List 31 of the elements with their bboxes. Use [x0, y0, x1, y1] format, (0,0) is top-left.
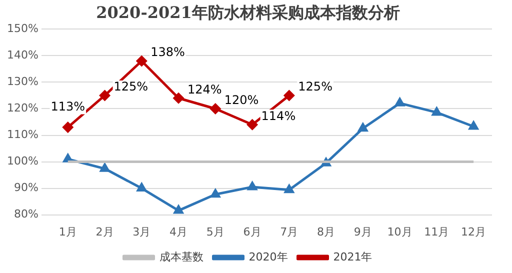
- x-tick-label: 6月: [243, 225, 262, 238]
- x-tick-label: 7月: [280, 225, 298, 238]
- legend-label: 2021年: [333, 250, 372, 264]
- y-tick-label: 110%: [6, 128, 38, 142]
- y-tick-label: 100%: [6, 154, 38, 168]
- y-tick-label: 90%: [14, 181, 38, 194]
- x-tick-label: 5月: [206, 225, 224, 238]
- y-tick-label: 130%: [6, 75, 38, 88]
- data-label: 113%: [50, 99, 86, 114]
- y-tick-label: 150%: [6, 22, 38, 36]
- x-tick-label: 2月: [96, 225, 114, 238]
- x-tick-label: 12月: [461, 225, 486, 238]
- data-label: 120%: [224, 92, 259, 107]
- legend-label: 2020年: [248, 250, 288, 264]
- data-label: 138%: [150, 45, 185, 60]
- x-tick-label: 4月: [170, 225, 188, 238]
- data-label: 124%: [188, 82, 222, 96]
- y-tick-label: 120%: [6, 102, 38, 115]
- legend-label: 成本基数: [159, 250, 204, 264]
- x-tick-label: 3月: [132, 225, 151, 238]
- x-tick-label: 1月: [58, 225, 77, 238]
- x-tick-label: 10月: [387, 225, 412, 238]
- data-label: 125%: [298, 80, 332, 94]
- x-tick-label: 11月: [424, 225, 450, 238]
- data-label: 125%: [114, 80, 148, 94]
- y-tick-label: 140%: [6, 48, 38, 62]
- data-label: 114%: [261, 108, 296, 123]
- x-tick-label: 9月: [354, 225, 372, 238]
- chart-title: 2020-2021年防水材料采购成本指数分析: [96, 2, 400, 22]
- y-tick-label: 80%: [14, 208, 38, 221]
- x-tick-label: 8月: [317, 225, 336, 238]
